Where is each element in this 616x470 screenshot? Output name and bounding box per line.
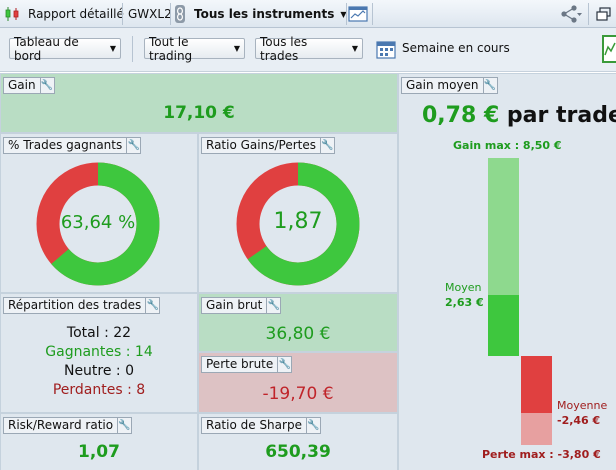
panel-header: Ratio Gains/Pertes 🔧 — [201, 137, 335, 154]
wrench-icon[interactable]: 🔧 — [482, 78, 497, 93]
chart-window-icon[interactable] — [348, 0, 368, 28]
panel-header: Répartition des trades 🔧 — [3, 297, 161, 314]
restore-icon[interactable] — [596, 0, 612, 28]
panel-title: Gain — [8, 78, 36, 92]
account-label: GWXL2 — [128, 7, 172, 21]
winning-trades-count: Gagnantes : 14 — [45, 344, 153, 360]
average-loss-amount: -2,46 € — [557, 414, 601, 428]
total-trades: Total : 22 — [66, 325, 132, 341]
panel-title: Perte brute — [206, 357, 274, 371]
risk-reward-panel: Risk/Reward ratio 🔧 1,07 — [1, 414, 197, 470]
panel-title: Ratio Gains/Pertes — [206, 138, 316, 152]
panel-header: Gain brut 🔧 — [201, 297, 282, 314]
panel-header: % Trades gagnants 🔧 — [3, 137, 142, 154]
wrench-icon[interactable]: 🔧 — [319, 138, 334, 153]
average-gain-amount: 2,63 € — [445, 295, 484, 309]
panel-header: Gain 🔧 — [3, 77, 55, 94]
max-loss-label: Perte max : -3,80 € — [482, 448, 601, 461]
title-bar: Rapport détaillé GWXL2 Tous les instrume… — [0, 0, 616, 28]
link-icon[interactable] — [174, 0, 186, 28]
toolbar: Tableau de bord ▼ Tout le trading ▼ Tous… — [0, 28, 616, 72]
gross-loss-panel: Perte brute 🔧 -19,70 € — [199, 353, 397, 412]
wrench-icon[interactable]: 🔧 — [126, 138, 140, 153]
panel-title: Répartition des trades — [8, 298, 142, 312]
average-gain-headline: 0,78 € par trade — [422, 103, 616, 128]
chevron-down-icon: ▼ — [109, 44, 116, 53]
average-gain-annotation: Moyen 2,63 € — [445, 280, 484, 310]
average-loss-annotation: Moyenne -2,46 € — [557, 398, 607, 428]
trading-label: Tout le trading — [149, 34, 193, 63]
sharpe-value: 650,39 — [265, 442, 331, 462]
gain-panel: Gain 🔧 17,10 € — [1, 74, 397, 132]
ratio-donut — [236, 162, 360, 286]
panel-title: Gain brut — [206, 298, 263, 312]
panel-title: Risk/Reward ratio — [8, 418, 114, 432]
dashboard-label: Tableau de bord — [14, 34, 79, 63]
chevron-down-icon: ▼ — [233, 44, 240, 53]
dashboard-area: Gain 🔧 17,10 € % Trades gagnants 🔧 63,64… — [0, 73, 616, 470]
chart-view-icon[interactable] — [602, 35, 616, 63]
win-rate-value: 63,64 % — [60, 212, 136, 233]
wrench-icon[interactable]: 🔧 — [266, 298, 280, 313]
losing-trades-count: Perdantes : 8 — [52, 382, 146, 398]
donut-win-arc — [36, 162, 160, 286]
gross-gain-value: 36,80 € — [265, 324, 331, 344]
panel-title: Gain moyen — [406, 78, 479, 92]
report-label: Rapport détaillé — [28, 7, 124, 21]
average-loss-bar — [521, 356, 552, 414]
average-gain-panel: Gain moyen 🔧 0,78 € par trade Gain max :… — [399, 74, 616, 470]
report-tab[interactable]: Rapport détaillé — [4, 0, 124, 28]
panel-header: Ratio de Sharpe 🔧 — [201, 417, 321, 434]
account-tab[interactable]: GWXL2 — [128, 0, 172, 28]
wrench-icon[interactable]: 🔧 — [39, 78, 54, 93]
average-gain-bar — [488, 294, 519, 356]
candlestick-icon — [5, 7, 19, 21]
average-gain-word: Moyen — [445, 280, 482, 294]
period-selector[interactable]: Semaine en cours — [402, 41, 510, 55]
panel-title: % Trades gagnants — [8, 138, 123, 152]
sharpe-panel: Ratio de Sharpe 🔧 650,39 — [199, 414, 397, 470]
risk-reward-value: 1,07 — [78, 442, 120, 462]
donut-gain-arc — [236, 162, 360, 286]
average-gain-suffix: par trade — [506, 103, 616, 128]
ratio-value: 1,87 — [273, 209, 323, 234]
gross-loss-value: -19,70 € — [262, 384, 334, 404]
gross-gain-panel: Gain brut 🔧 36,80 € — [199, 294, 397, 351]
chevron-down-icon: ▼ — [351, 44, 358, 53]
win-rate-donut — [36, 162, 160, 286]
trading-dropdown[interactable]: Tout le trading ▼ — [144, 35, 245, 63]
wrench-icon[interactable]: 🔧 — [117, 418, 131, 433]
instruments-dropdown[interactable]: Tous les instruments ▼ — [194, 0, 347, 28]
panel-title: Ratio de Sharpe — [206, 418, 302, 432]
dashboard-dropdown[interactable]: Tableau de bord ▼ — [9, 35, 121, 63]
max-gain-label: Gain max : 8,50 € — [453, 139, 562, 152]
chevron-down-icon: ▼ — [340, 9, 347, 19]
wrench-icon[interactable]: 🔧 — [305, 418, 320, 433]
share-icon[interactable] — [560, 0, 582, 28]
panel-header: Risk/Reward ratio 🔧 — [3, 417, 133, 434]
neutral-trades-count: Neutre : 0 — [63, 363, 135, 379]
instruments-label: Tous les instruments — [194, 7, 335, 21]
trade-distribution-panel: Répartition des trades 🔧 Total : 22 Gagn… — [1, 294, 197, 412]
winning-trades-panel: % Trades gagnants 🔧 63,64 % — [1, 134, 197, 292]
average-gain-value: 0,78 € — [422, 103, 500, 128]
trades-dropdown[interactable]: Tous les trades ▼ — [255, 35, 363, 63]
average-loss-word: Moyenne — [557, 399, 608, 413]
calendar-icon[interactable] — [376, 39, 396, 62]
gain-loss-ratio-panel: Ratio Gains/Pertes 🔧 1,87 — [199, 134, 397, 292]
wrench-icon[interactable]: 🔧 — [145, 298, 159, 313]
trades-label: Tous les trades — [260, 34, 308, 63]
gain-value: 17,10 € — [163, 103, 235, 123]
wrench-icon[interactable]: 🔧 — [277, 357, 291, 372]
panel-header: Gain moyen 🔧 — [401, 77, 498, 94]
panel-header: Perte brute 🔧 — [201, 356, 293, 373]
